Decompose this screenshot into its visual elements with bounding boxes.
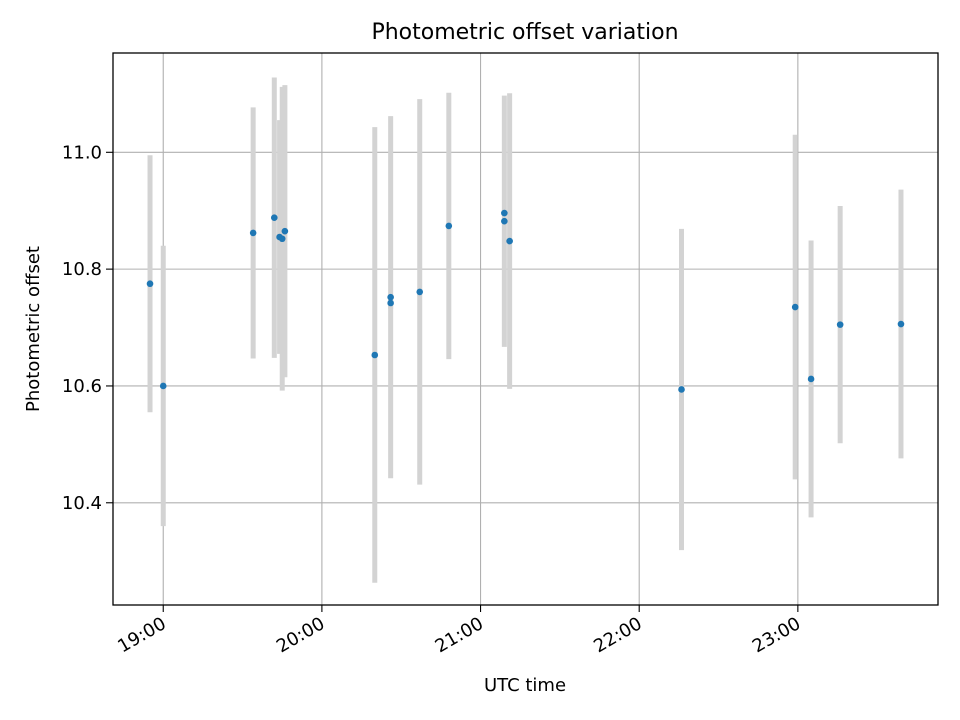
data-point xyxy=(836,321,844,328)
y-axis-ticks: 10.4 10.6 10.8 11.0 xyxy=(62,142,113,514)
data-point xyxy=(445,222,453,230)
data-point xyxy=(807,375,815,383)
data-point xyxy=(387,299,394,307)
chart-title: Photometric offset variation xyxy=(371,20,678,45)
y-tick-label: 10.6 xyxy=(62,376,102,397)
data-point xyxy=(371,351,379,359)
plot-frame xyxy=(112,52,939,606)
data-point xyxy=(501,209,508,217)
grid xyxy=(113,53,938,605)
data-point xyxy=(387,293,394,301)
data-point xyxy=(501,217,508,225)
data-point xyxy=(897,320,905,328)
y-tick-label: 10.4 xyxy=(62,493,102,514)
data-point xyxy=(416,288,424,296)
data-point xyxy=(678,386,685,393)
data-point xyxy=(270,214,278,222)
data-point xyxy=(506,237,513,245)
data-point xyxy=(791,303,799,311)
data-point xyxy=(146,280,154,288)
data-points xyxy=(146,209,905,393)
data-point xyxy=(278,235,286,243)
x-axis-label: UTC time xyxy=(484,675,566,696)
data-point xyxy=(281,227,289,235)
data-point xyxy=(249,229,257,237)
y-tick-label: 11.0 xyxy=(62,142,102,163)
data-point xyxy=(159,382,167,390)
y-axis-label: Photometric offset xyxy=(23,246,44,412)
y-tick-label: 10.8 xyxy=(62,259,102,280)
